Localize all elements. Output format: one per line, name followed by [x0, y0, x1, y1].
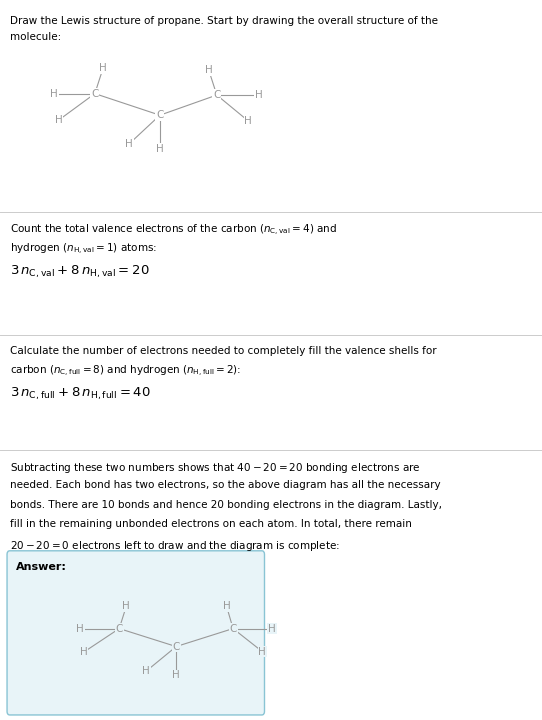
- Text: Subtracting these two numbers shows that $40 - 20 = 20$ bonding electrons are: Subtracting these two numbers shows that…: [10, 461, 420, 474]
- Text: H: H: [125, 139, 133, 149]
- Text: H: H: [244, 116, 252, 126]
- Text: H: H: [80, 647, 87, 657]
- Text: C: C: [172, 642, 180, 652]
- Text: $3\, n_\mathrm{C,val} + 8\, n_\mathrm{H,val} = 20$: $3\, n_\mathrm{C,val} + 8\, n_\mathrm{H,…: [10, 264, 150, 280]
- Text: H: H: [268, 624, 276, 634]
- Text: H: H: [143, 666, 150, 676]
- Text: needed. Each bond has two electrons, so the above diagram has all the necessary: needed. Each bond has two electrons, so …: [10, 480, 441, 490]
- FancyBboxPatch shape: [7, 551, 264, 715]
- Text: H: H: [223, 601, 230, 611]
- Text: Answer:: Answer:: [16, 562, 67, 572]
- Text: bonds. There are 10 bonds and hence 20 bonding electrons in the diagram. Lastly,: bonds. There are 10 bonds and hence 20 b…: [10, 500, 442, 510]
- Text: C: C: [156, 110, 164, 120]
- Text: $3\, n_\mathrm{C,full} + 8\, n_\mathrm{H,full} = 40$: $3\, n_\mathrm{C,full} + 8\, n_\mathrm{H…: [10, 386, 151, 402]
- Text: H: H: [122, 601, 130, 611]
- Text: C: C: [229, 624, 237, 634]
- Text: Draw the Lewis structure of propane. Start by drawing the overall structure of t: Draw the Lewis structure of propane. Sta…: [10, 16, 438, 26]
- Text: C: C: [115, 624, 123, 634]
- Text: Count the total valence electrons of the carbon ($n_\mathrm{C,val} = 4$) and: Count the total valence electrons of the…: [10, 223, 337, 238]
- Text: molecule:: molecule:: [10, 32, 61, 42]
- Text: H: H: [172, 670, 180, 680]
- Text: fill in the remaining unbonded electrons on each atom. In total, there remain: fill in the remaining unbonded electrons…: [10, 519, 411, 529]
- Text: H: H: [156, 144, 164, 154]
- Text: carbon ($n_\mathrm{C,full} = 8$) and hydrogen ($n_\mathrm{H,full} = 2$):: carbon ($n_\mathrm{C,full} = 8$) and hyd…: [10, 364, 241, 379]
- Text: C: C: [213, 90, 221, 100]
- Text: H: H: [259, 647, 266, 657]
- Text: H: H: [50, 89, 58, 99]
- Text: H: H: [99, 63, 107, 73]
- Text: Calculate the number of electrons needed to completely fill the valence shells f: Calculate the number of electrons needed…: [10, 346, 436, 356]
- Text: H: H: [55, 115, 62, 125]
- Text: H: H: [255, 90, 263, 100]
- Text: H: H: [76, 624, 84, 634]
- Text: C: C: [91, 89, 99, 99]
- Text: hydrogen ($n_\mathrm{H,val} = 1$) atoms:: hydrogen ($n_\mathrm{H,val} = 1$) atoms:: [10, 242, 157, 257]
- Text: H: H: [205, 65, 212, 75]
- Text: $20 - 20 = 0$ electrons left to draw and the diagram is complete:: $20 - 20 = 0$ electrons left to draw and…: [10, 539, 340, 552]
